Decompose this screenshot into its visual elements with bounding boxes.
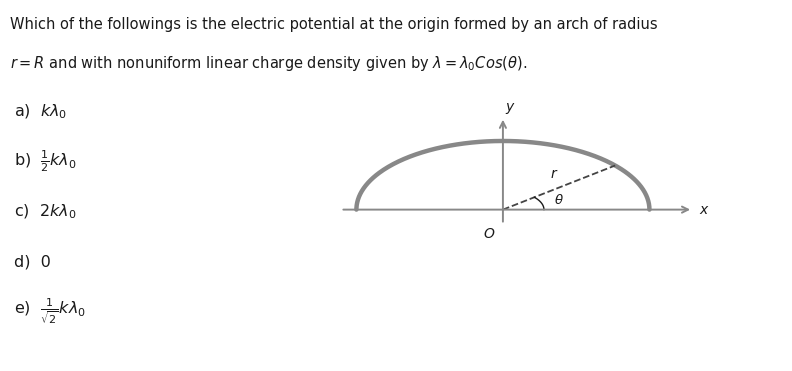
Text: $\theta$: $\theta$ [554, 193, 564, 207]
Text: b)  $\frac{1}{2}k\lambda_0$: b) $\frac{1}{2}k\lambda_0$ [14, 148, 77, 174]
Text: a)  $k\lambda_0$: a) $k\lambda_0$ [14, 102, 67, 121]
Text: Which of the followings is the electric potential at the origin formed by an arc: Which of the followings is the electric … [10, 17, 658, 32]
Text: y: y [505, 100, 513, 114]
Text: r: r [550, 167, 556, 181]
Text: x: x [699, 203, 707, 217]
Text: c)  $2k\lambda_0$: c) $2k\lambda_0$ [14, 202, 77, 221]
Text: e)  $\frac{1}{\sqrt{2}}k\lambda_0$: e) $\frac{1}{\sqrt{2}}k\lambda_0$ [14, 297, 86, 326]
Text: $r = R$ and with nonuniform linear charge density given by $\lambda = \lambda_0 : $r = R$ and with nonuniform linear charg… [10, 54, 527, 73]
Text: O: O [483, 227, 494, 242]
Text: d)  0: d) 0 [14, 254, 51, 269]
